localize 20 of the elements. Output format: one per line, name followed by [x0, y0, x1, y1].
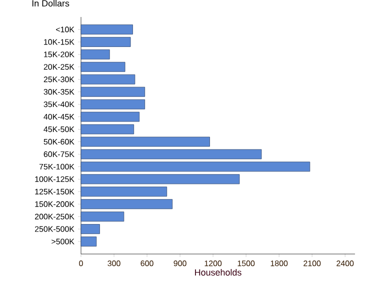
bar	[80, 86, 146, 97]
bar	[80, 136, 210, 147]
bar	[80, 186, 168, 197]
bar	[80, 24, 133, 34]
bar	[80, 224, 100, 234]
bar	[80, 99, 146, 110]
bar	[80, 124, 134, 134]
bar	[80, 149, 262, 160]
bar	[80, 49, 110, 60]
bar	[80, 212, 124, 222]
bar	[80, 162, 310, 172]
bar	[80, 236, 97, 246]
y-axis-title: In Dollars	[32, 0, 70, 7]
bar	[80, 74, 136, 84]
bar	[80, 36, 131, 47]
x-axis-title: Households	[195, 269, 242, 276]
bar	[80, 112, 140, 122]
bar	[80, 199, 173, 210]
bar	[80, 174, 240, 184]
bar	[80, 62, 126, 72]
